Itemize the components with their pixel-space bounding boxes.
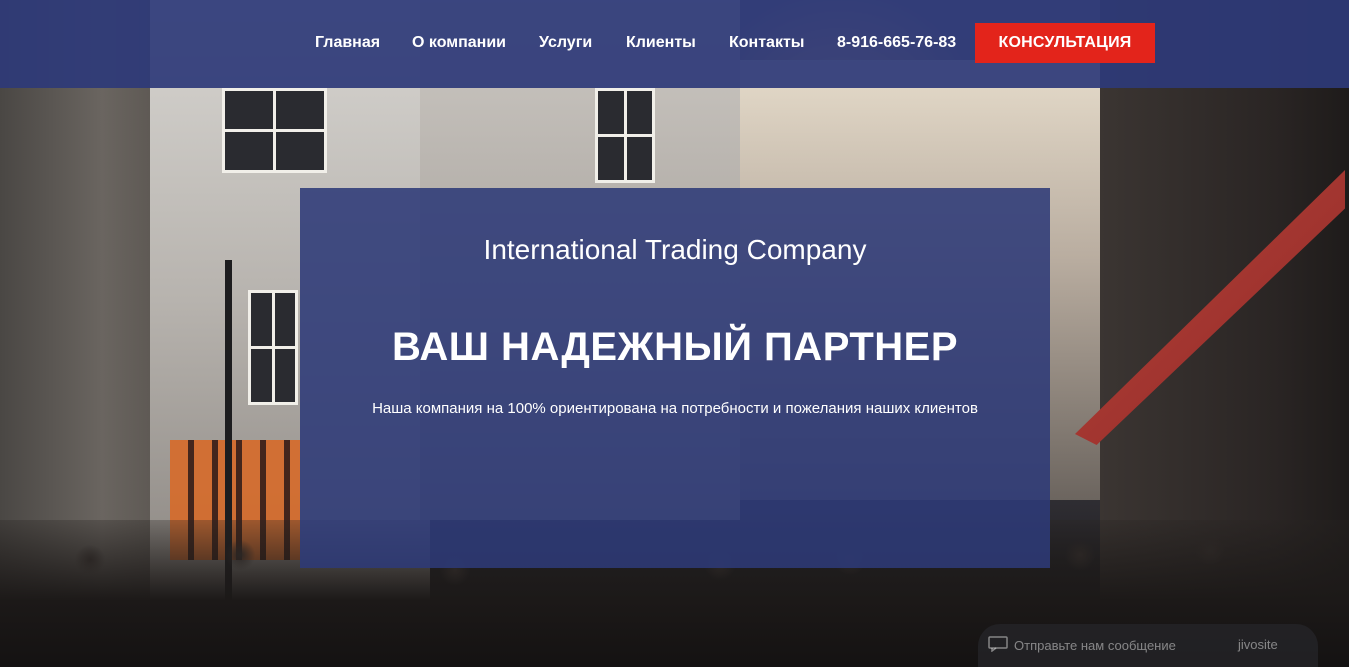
company-name: International Trading Company	[483, 234, 867, 265]
site-header: Главная О компании Услуги Клиенты Контак…	[0, 0, 1349, 88]
hero-title: ВАШ НАДЕЖНЫЙ ПАРТНЕР	[391, 325, 959, 369]
nav-link-clients[interactable]: Клиенты	[626, 34, 696, 51]
main-navigation: Главная О компании Услуги Клиенты Контак…	[0, 0, 1349, 88]
hero-subtitle: Наша компания на 100% ориентирована на п…	[372, 400, 978, 417]
nav-link-contacts[interactable]: Контакты	[729, 34, 805, 51]
hero-card: International Trading Company ВАШ НАДЕЖН…	[300, 188, 1050, 568]
street-lamp	[225, 260, 232, 620]
chat-placeholder: Отправьте нам сообщение	[1014, 638, 1176, 653]
chat-widget[interactable]: Отправьте нам сообщение jivosite	[978, 624, 1318, 667]
message-icon	[988, 636, 1008, 652]
nav-link-services[interactable]: Услуги	[539, 34, 593, 51]
building-window	[248, 290, 298, 405]
building-window	[595, 88, 655, 183]
nav-link-about[interactable]: О компании	[412, 34, 506, 51]
consultation-button[interactable]: КОНСУЛЬТАЦИЯ	[975, 23, 1155, 63]
nav-link-home[interactable]: Главная	[315, 34, 381, 51]
phone-link[interactable]: 8-916-665-76-83	[837, 34, 957, 51]
chat-brand-logo: jivosite	[1238, 637, 1278, 652]
building-window	[222, 88, 327, 173]
